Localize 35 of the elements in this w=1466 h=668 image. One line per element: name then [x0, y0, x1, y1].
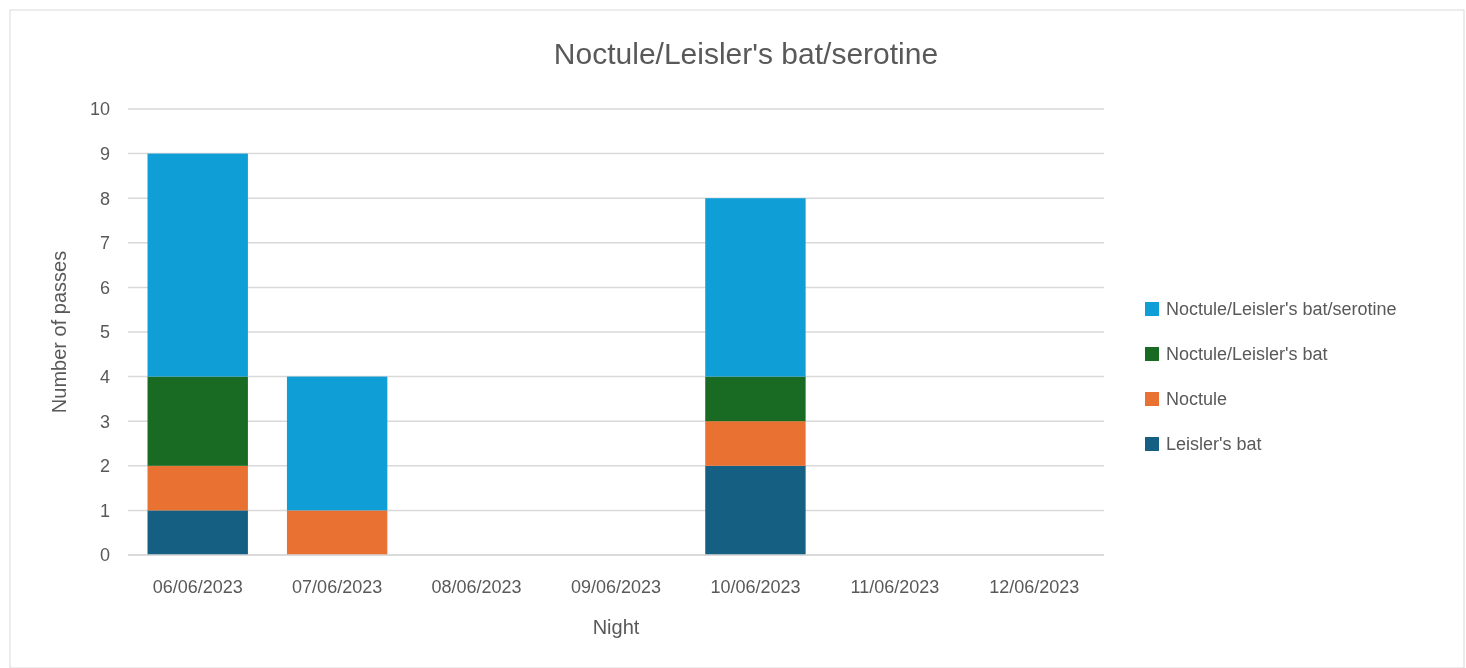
bar: [147, 376, 248, 466]
legend-label: Leisler's bat: [1166, 434, 1262, 455]
bar: [705, 198, 806, 377]
bar: [705, 376, 806, 422]
legend-label: Noctule/Leisler's bat: [1166, 344, 1328, 365]
x-tick-label: 08/06/2023: [431, 577, 522, 597]
x-tick-label: 10/06/2023: [710, 577, 801, 597]
legend-label: Noctule/Leisler's bat/serotine: [1166, 299, 1397, 320]
bar: [705, 421, 806, 466]
x-tick-label: 09/06/2023: [570, 577, 662, 597]
y-tick-label: 8: [99, 188, 110, 209]
y-tick-label: 6: [99, 277, 110, 298]
y-tick-label: 9: [99, 143, 110, 164]
x-axis-title: Night: [592, 616, 640, 638]
y-tick-label: 7: [99, 233, 110, 254]
chart-title: Noctule/Leisler's bat/serotine: [553, 37, 939, 70]
legend-label: Noctule: [1166, 389, 1228, 410]
y-tick-label: 2: [99, 456, 110, 477]
x-tick-label: 07/06/2023: [292, 577, 383, 597]
y-axis-title: Number of passes: [48, 250, 70, 414]
y-tick-label: 0: [99, 545, 110, 566]
bar: [286, 376, 388, 511]
y-tick-label: 4: [99, 366, 110, 387]
bar: [147, 510, 248, 555]
x-tick-label: 06/06/2023: [152, 577, 243, 597]
x-tick-label: 11/06/2023: [850, 577, 940, 597]
x-tick-label: 12/06/2023: [989, 577, 1080, 597]
y-tick-label: 10: [89, 99, 110, 120]
bar: [147, 465, 248, 511]
bar: [705, 465, 806, 555]
y-tick-label: 5: [99, 322, 110, 343]
y-tick-label: 3: [99, 411, 110, 432]
bar: [147, 153, 248, 377]
y-tick-label: 1: [99, 500, 110, 521]
bar: [286, 510, 388, 555]
